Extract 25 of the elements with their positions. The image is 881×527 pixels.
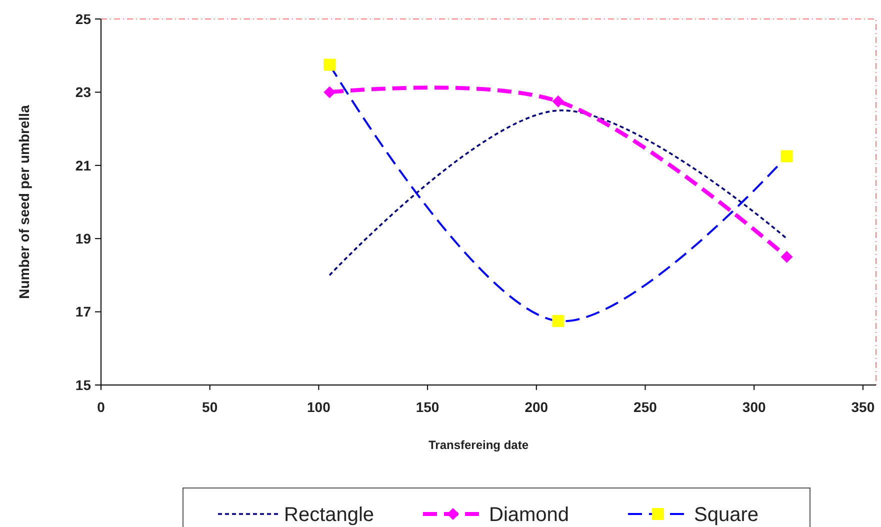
x-tick-label: 150 (416, 399, 440, 415)
x-axis-title: Transfereing date (428, 438, 529, 452)
point (552, 314, 564, 327)
y-tick-label: 25 (75, 10, 92, 27)
y-tick-label: 21 (75, 157, 92, 174)
point (324, 86, 336, 98)
x-tick-label: 200 (524, 399, 548, 415)
legend-label: Square (694, 504, 758, 526)
legend-label: Diamond (489, 504, 570, 526)
y-tick-label: 17 (75, 304, 92, 320)
y-axis-title: Number of seed per umbrella (16, 104, 32, 299)
point (552, 95, 564, 108)
y-tick-label: 23 (75, 84, 92, 100)
y-tick-label: 19 (75, 230, 92, 246)
point (324, 58, 336, 71)
x-tick-label: 0 (97, 399, 106, 415)
x-tick-label: 250 (634, 399, 658, 415)
x-tick-label: 300 (742, 399, 766, 415)
y-tick-label: 15 (75, 376, 92, 393)
legend-label: Rectangle (284, 504, 374, 526)
point (780, 150, 793, 162)
x-tick-label: 50 (202, 399, 218, 415)
point (780, 250, 793, 263)
x-tick-label: 350 (851, 399, 875, 415)
x-tick-label: 100 (307, 399, 331, 415)
